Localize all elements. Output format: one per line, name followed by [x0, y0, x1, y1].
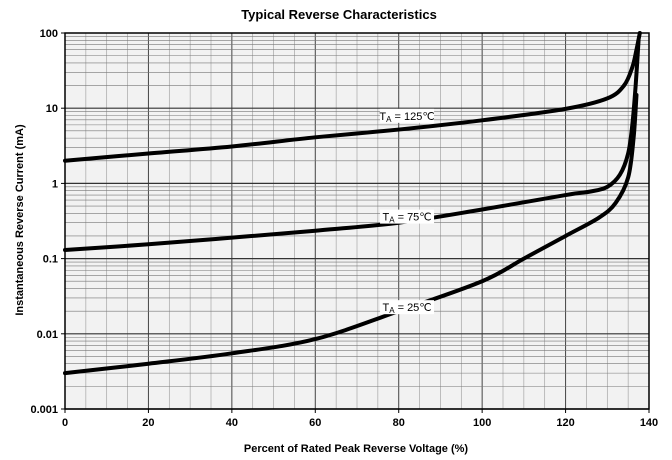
series-label-0: TA = 125℃ [379, 111, 434, 124]
series-label-main: T [379, 111, 386, 123]
y-tick-label: 100 [40, 28, 58, 40]
series-label-bg [380, 209, 435, 224]
x-axis-label: Percent of Rated Peak Reverse Voltage (%… [244, 443, 468, 455]
series-label-bg [380, 300, 435, 315]
x-tick-label: 40 [226, 417, 238, 429]
series-label-main: T [382, 212, 389, 224]
series-label-sub: A [386, 115, 392, 124]
x-tick-label: 100 [473, 417, 491, 429]
series-label-rest: = 125℃ [391, 111, 434, 123]
x-tick-label: 140 [640, 417, 658, 429]
x-tick-label: 120 [556, 417, 574, 429]
y-tick-label: 1 [52, 178, 58, 190]
series-label-bg [380, 108, 435, 123]
y-axis-label: Instantaneous Reverse Current (mA) [14, 124, 26, 316]
series-label-rest: = 25℃ [395, 302, 432, 314]
series-label-rest: = 75℃ [395, 212, 432, 224]
series-line-0 [63, 31, 642, 163]
x-tick-label: 20 [142, 417, 154, 429]
plot-frame [64, 32, 650, 410]
series-labels: TA = 125℃TA = 75℃TA = 25℃ [379, 108, 435, 315]
y-tick-label: 0.001 [30, 404, 58, 416]
series-label-1: TA = 75℃ [382, 212, 431, 225]
x-tick-label: 0 [62, 417, 68, 429]
series-line-2 [63, 92, 639, 376]
series-label-sub: A [389, 306, 395, 315]
series-line-1 [63, 38, 641, 253]
y-tick-label: 0.01 [37, 329, 58, 341]
y-tick-label: 0.1 [43, 254, 58, 266]
series-label-main: T [382, 302, 389, 314]
y-axis-ticks: 0.001 0.01 0.1 1 10 100 [30, 28, 65, 416]
series-label-sub: A [389, 216, 395, 225]
y-tick-label: 10 [46, 103, 58, 115]
chart-title: Typical Reverse Characteristics [241, 7, 437, 22]
x-tick-label: 60 [309, 417, 321, 429]
series-label-2: TA = 25℃ [382, 302, 431, 315]
grid-lines [64, 33, 650, 410]
series-lines [63, 31, 642, 376]
x-axis-ticks: 0 20 40 60 80 100 120 140 [62, 409, 658, 429]
x-tick-label: 80 [393, 417, 405, 429]
